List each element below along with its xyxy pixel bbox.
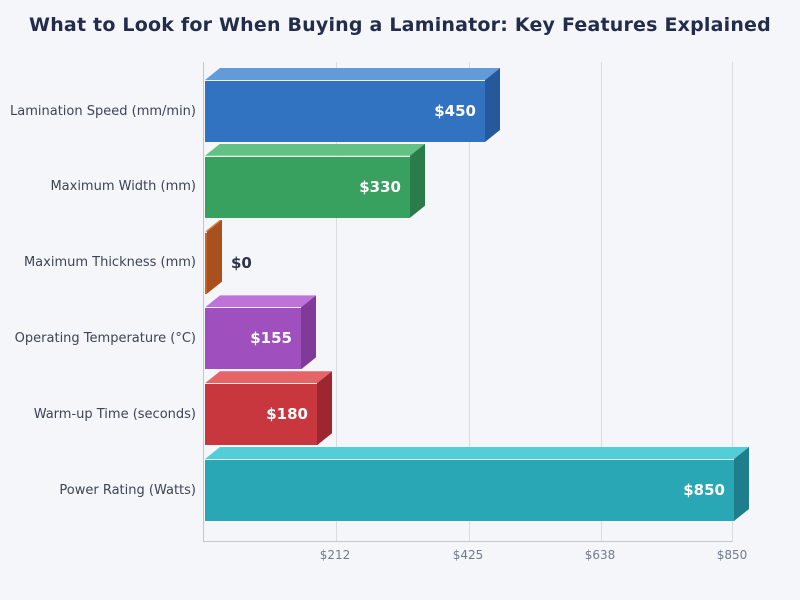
category-label-operating-temperature-c: Operating Temperature (°C) (14, 330, 196, 346)
gridline-212 (336, 62, 337, 541)
bar-value-label-maximum-thickness-mm: $0 (231, 253, 252, 272)
plot-area: $450 $330 $0 $155 $180 $850 (203, 62, 749, 542)
bar-side-face-maximum-width-mm (410, 143, 425, 218)
category-label-maximum-width-mm: Maximum Width (mm) (50, 179, 196, 195)
bar-power-rating-watts: $850 (205, 459, 734, 521)
bar-top-face-power-rating-watts (205, 447, 749, 459)
bar-lamination-speed-mm-min: $450 (205, 80, 485, 142)
bar-side-face-maximum-thickness-mm (207, 219, 222, 294)
bar-value-label-maximum-width-mm: $330 (359, 177, 401, 196)
bar-maximum-thickness-mm (205, 231, 207, 294)
bar-top-face-maximum-width-mm (205, 143, 425, 156)
bar-value-label-operating-temperature-c: $155 (250, 329, 292, 348)
category-label-power-rating-watts: Power Rating (Watts) (59, 482, 196, 498)
bar-side-face-warm-up-time-seconds (317, 371, 332, 446)
bar-side-face-lamination-speed-mm-min (485, 68, 500, 142)
bar-value-label-warm-up-time-seconds: $180 (266, 405, 308, 424)
x-tick-label-638: $638 (584, 548, 616, 562)
gridline-850 (732, 62, 733, 541)
bar-maximum-width-mm: $330 (205, 155, 410, 218)
bar-warm-up-time-seconds: $180 (205, 383, 317, 446)
category-label-maximum-thickness-mm: Maximum Thickness (mm) (23, 255, 196, 271)
bar-value-label-power-rating-watts: $850 (683, 481, 725, 499)
category-label-lamination-speed-mm-min: Lamination Speed (mm/min) (10, 103, 196, 119)
gridline-638 (601, 62, 602, 541)
bar-top-face-operating-temperature-c (205, 295, 316, 308)
bar-side-face-operating-temperature-c (301, 295, 316, 370)
bar-operating-temperature-c: $155 (205, 307, 301, 370)
category-label-warm-up-time-seconds: Warm-up Time (seconds) (33, 406, 196, 422)
bar-side-face-power-rating-watts (734, 447, 749, 521)
x-tick-label-425: $425 (452, 548, 484, 562)
bar-top-face-warm-up-time-seconds (205, 371, 332, 384)
chart-title: What to Look for When Buying a Laminator… (29, 14, 771, 36)
gridline-425 (469, 62, 470, 541)
x-tick-label-850: $850 (716, 548, 748, 562)
x-tick-label-212: $212 (319, 548, 351, 562)
bar-value-label-lamination-speed-mm-min: $450 (434, 102, 476, 120)
bar-top-face-lamination-speed-mm-min (205, 68, 500, 80)
